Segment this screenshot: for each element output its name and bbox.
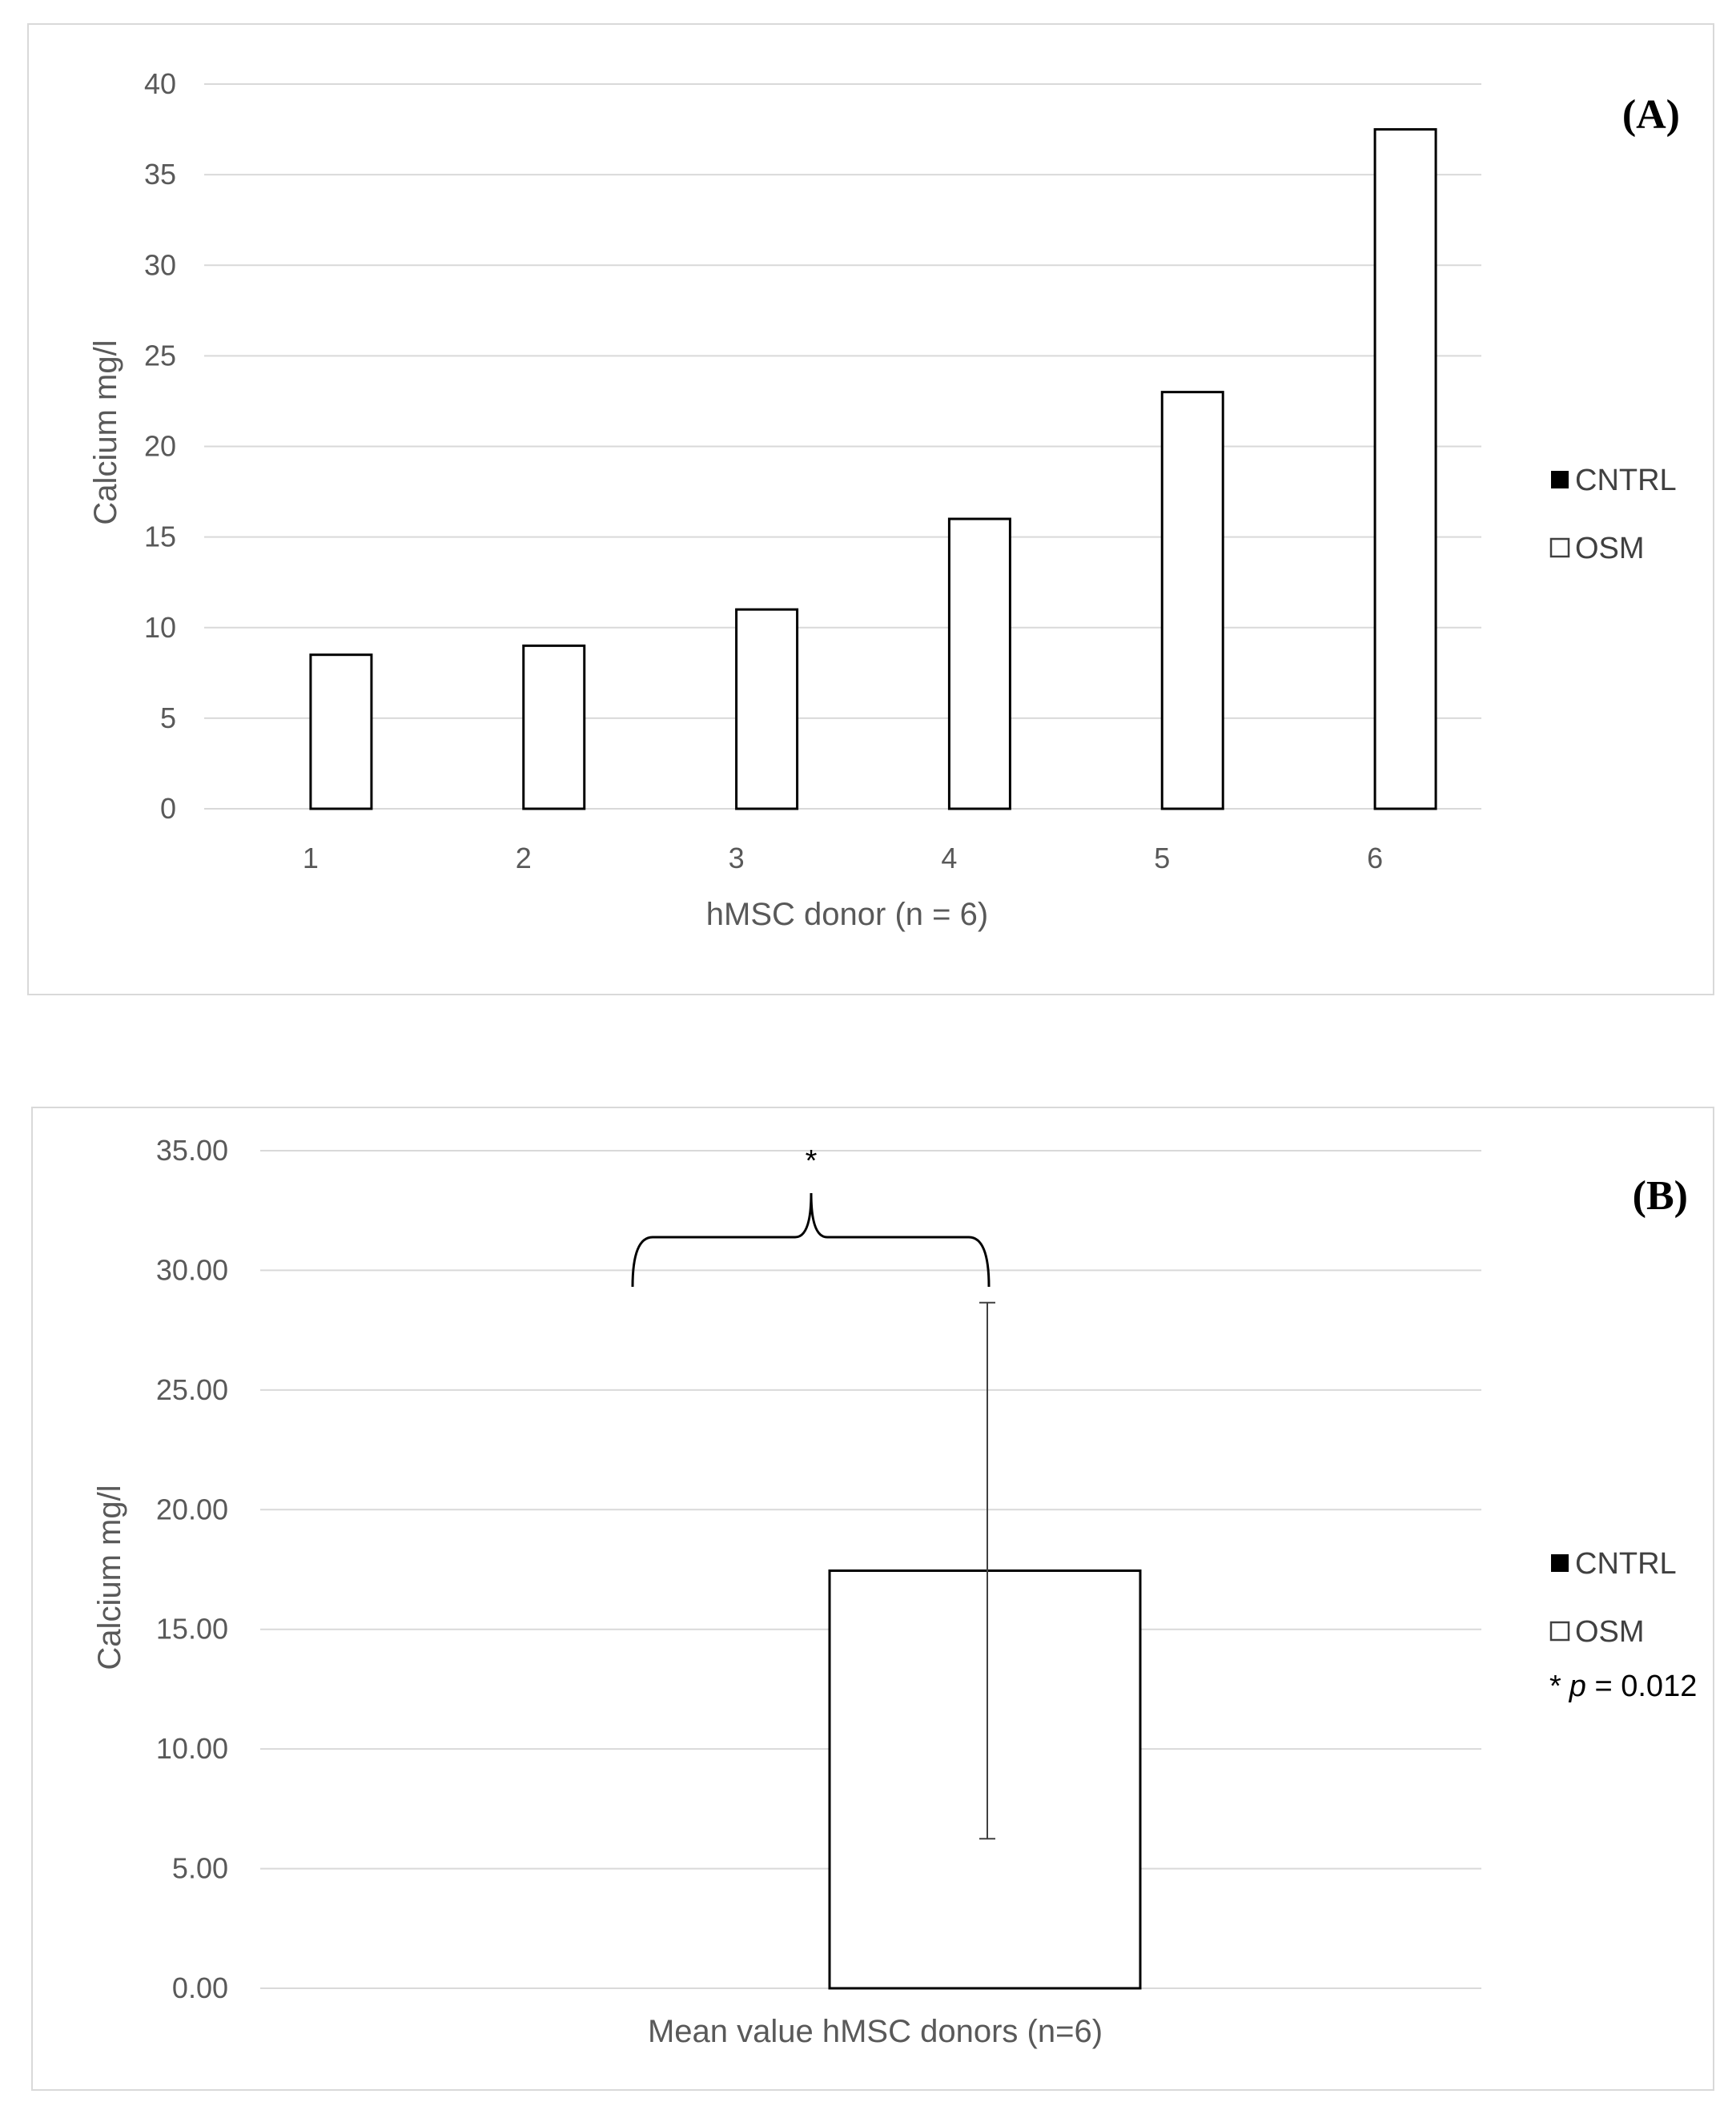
y-tick-label: 0 (160, 792, 176, 825)
legend-label-cntrl: CNTRL (1575, 1547, 1677, 1581)
y-tick-label: 10 (144, 611, 176, 644)
panel-a-bars (309, 128, 1437, 810)
y-tick-label: 35 (144, 158, 176, 191)
p-value-var: p (1569, 1670, 1586, 1703)
y-tick-label: 40 (144, 67, 176, 100)
y-tick-label: 20 (144, 430, 176, 463)
panel-b-bars (828, 1301, 1142, 1990)
panel-a-frame (27, 23, 1714, 995)
y-tick-label: 25.00 (156, 1373, 228, 1406)
panel-a-x-axis-title: hMSC donor (n = 6) (706, 897, 988, 932)
bar-osm-donor-1 (309, 653, 373, 810)
p-value-note: * p = 0.012 (1549, 1670, 1697, 1703)
panel-a-label: (A) (1622, 92, 1680, 138)
y-tick-label: 25 (144, 339, 176, 372)
x-tick-label: 6 (1367, 842, 1383, 874)
panel-a-legend: CNTRL OSM (1549, 464, 1677, 565)
y-tick-label: 30.00 (156, 1253, 228, 1286)
y-tick-label: 10.00 (156, 1732, 228, 1765)
bar-osm-donor-6 (1373, 128, 1437, 810)
legend-swatch-osm (1549, 1621, 1570, 1642)
panel-b-y-ticks: 0.00 5.00 10.00 15.00 20.00 25.00 30.00 35.00 (156, 1134, 228, 2004)
x-tick-label: 5 (1154, 842, 1170, 874)
bar-osm-donor-5 (1160, 391, 1224, 810)
significance-bracket (631, 1192, 991, 1288)
panel-b-label: (B) (1633, 1173, 1688, 1219)
y-tick-label: 15 (144, 520, 176, 553)
bar-osm-donor-2 (522, 644, 586, 810)
panel-a: 0 5 10 15 20 25 30 35 40 1 2 3 4 5 6 hMSC donor (n = … (27, 23, 1714, 995)
panel-b-frame (31, 1107, 1714, 2091)
x-tick-label: 4 (941, 842, 957, 874)
y-tick-label: 30 (144, 248, 176, 281)
p-value-rest: = 0.012 (1586, 1670, 1697, 1703)
panel-b-x-axis-title: Mean value hMSC donors (n=6) (648, 2014, 1103, 2049)
x-tick-label: 1 (303, 842, 319, 874)
panel-a-gridlines (204, 83, 1481, 810)
p-value-prefix: * (1549, 1670, 1561, 1703)
x-tick-label: 2 (516, 842, 532, 874)
y-tick-label: 35.00 (156, 1134, 228, 1167)
legend-label-osm: OSM (1575, 1615, 1645, 1649)
y-tick-label: 5.00 (172, 1852, 228, 1885)
bar-osm-mean (828, 1569, 1142, 1990)
bar-osm-donor-4 (947, 517, 1011, 810)
legend-label-osm: OSM (1575, 532, 1645, 565)
panel-a-y-ticks: 0 5 10 15 20 25 30 35 40 (144, 67, 176, 825)
significance-asterisk: * (806, 1144, 818, 1178)
y-tick-label: 20.00 (156, 1493, 228, 1525)
panel-a-y-axis-title: Calcium mg/l (88, 340, 123, 524)
panel-a-x-ticks: 1 2 3 4 5 6 (303, 842, 1383, 874)
legend-swatch-cntrl (1551, 1554, 1569, 1572)
legend-label-cntrl: CNTRL (1575, 464, 1677, 497)
legend-swatch-osm (1549, 537, 1570, 558)
legend-swatch-cntrl (1551, 471, 1569, 488)
panel-b-legend: CNTRL OSM * p = 0.012 (1549, 1547, 1697, 1703)
y-tick-label: 15.00 (156, 1613, 228, 1646)
bar-osm-donor-3 (735, 608, 799, 810)
y-tick-label: 0.00 (172, 1971, 228, 2004)
panel-b-y-axis-title: Calcium mg/l (92, 1485, 127, 1670)
x-tick-label: 3 (729, 842, 745, 874)
y-tick-label: 5 (160, 701, 176, 734)
panel-b: 0.00 5.00 10.00 15.00 20.00 25.00 30.00 35.00 M… (31, 1107, 1714, 2091)
